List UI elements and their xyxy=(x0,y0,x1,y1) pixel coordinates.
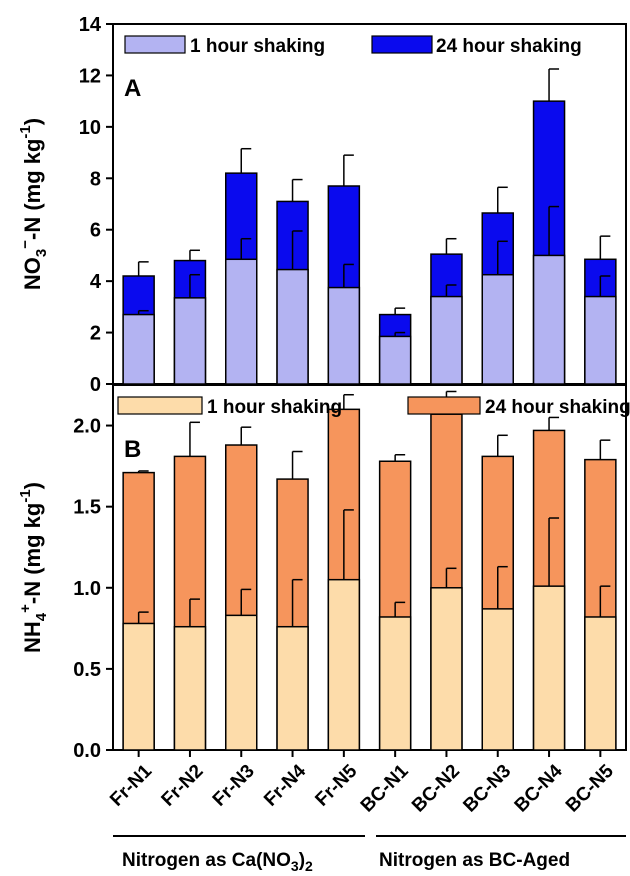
legend: 1 hour shaking 24 hour shaking xyxy=(117,396,630,418)
y-tick-label: 14 xyxy=(79,14,102,36)
bar-1h xyxy=(122,622,155,751)
bar-1h xyxy=(225,258,258,385)
legend-label: 24 hour shaking xyxy=(436,36,582,57)
y-tick-label: 8 xyxy=(90,168,101,190)
x-tick-label: BC-N5 xyxy=(562,760,618,816)
bar-1h xyxy=(276,268,309,385)
panel-label: A xyxy=(124,75,141,102)
x-tick-label: Fr-N3 xyxy=(209,761,259,811)
bar-1h xyxy=(481,273,514,385)
bar-1h xyxy=(430,587,463,751)
bar-1h xyxy=(225,614,258,751)
bar-1h xyxy=(276,625,309,751)
y-tick-label: 6 xyxy=(90,220,101,242)
bar-1h xyxy=(430,295,463,385)
legend-label: 24 hour shaking xyxy=(485,397,630,418)
y-tick-label: 1.0 xyxy=(73,578,101,600)
legend-label: 1 hour shaking xyxy=(190,36,325,57)
panel-label: B xyxy=(124,436,141,463)
y-tick-label: 0.5 xyxy=(73,659,101,681)
legend: 1 hour shaking 24 hour shaking xyxy=(124,35,582,57)
bar-1h xyxy=(327,286,361,385)
x-tick-label: Fr-N2 xyxy=(158,761,208,811)
x-tick-label: Fr-N1 xyxy=(106,760,156,810)
y-tick-label: 4 xyxy=(90,271,102,293)
group-label-1: Nitrogen as Ca(NO3)2 xyxy=(122,850,313,871)
group-labels: Nitrogen as Ca(NO3)2 Nitrogen as BC-Aged xyxy=(113,835,626,874)
y-axis-label: NO3−-N (mg kg-1) xyxy=(17,118,50,290)
legend-swatch xyxy=(371,35,433,54)
x-tick-label: BC-N4 xyxy=(511,760,567,816)
legend-swatch xyxy=(407,396,481,415)
y-tick-label: 2.0 xyxy=(73,416,101,438)
panel-A: 0 2 4 6 8 10 12 14 NO3−-N (mg kg-1) 1 hour shakin… xyxy=(17,14,627,396)
bar-1h xyxy=(173,625,207,751)
x-tick-label: BC-N2 xyxy=(408,761,464,817)
plot-frame xyxy=(112,384,627,751)
y-tick-label: 12 xyxy=(79,65,101,87)
y-tick-label: 10 xyxy=(79,117,101,139)
legend-label: 1 hour shaking xyxy=(207,397,342,418)
y-tick-label: 1.5 xyxy=(73,497,101,519)
bar-1h xyxy=(378,335,412,385)
bar-1h xyxy=(532,585,566,751)
bar-1h xyxy=(327,578,361,751)
bar-1h xyxy=(584,616,617,751)
bar-1h xyxy=(122,313,155,385)
bar-1h xyxy=(173,297,207,385)
x-tick-label: BC-N3 xyxy=(459,761,515,817)
x-tick-label: Fr-N5 xyxy=(311,760,361,810)
bar-1h xyxy=(378,616,412,751)
bar-1h xyxy=(584,295,617,385)
y-tick-label: 0 xyxy=(90,374,101,396)
group-label-2: Nitrogen as BC-Aged xyxy=(379,850,570,871)
x-tick-label: Fr-N4 xyxy=(260,760,310,810)
y-axis-label: NH4+-N (mg kg-1) xyxy=(17,482,50,653)
y-tick-label: 0.0 xyxy=(73,740,101,762)
legend-swatch xyxy=(117,396,203,415)
bar-1h xyxy=(481,608,514,751)
y-tick-label: 2 xyxy=(90,323,101,345)
legend-swatch xyxy=(124,35,186,54)
bar-1h xyxy=(532,254,566,385)
x-tick-label: BC-N1 xyxy=(357,760,413,816)
